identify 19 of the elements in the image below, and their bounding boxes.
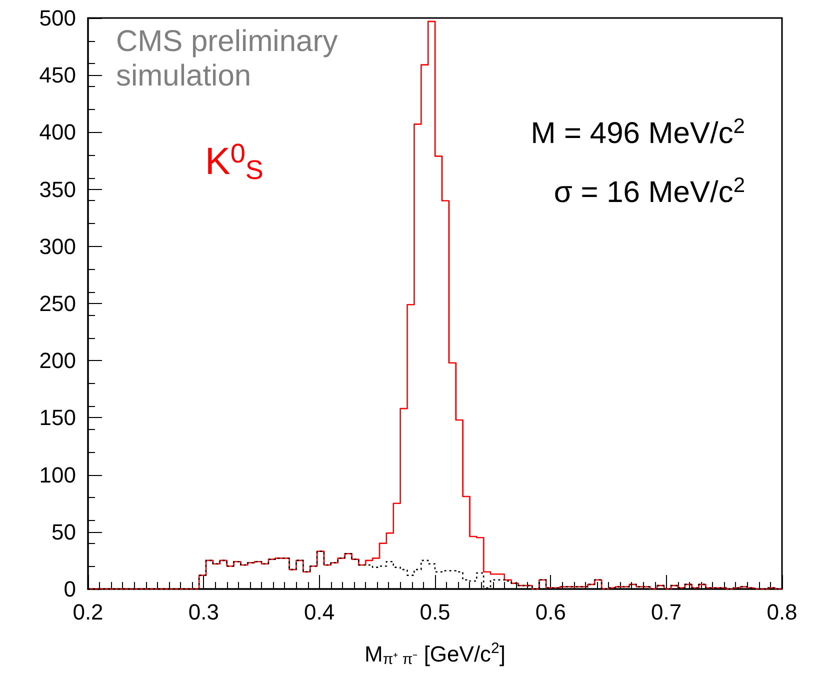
y-tick-label: 350 <box>39 176 76 202</box>
y-tick-label: 50 <box>52 519 76 544</box>
x-tick-label: 0.6 <box>535 600 566 624</box>
x-tick-label: 0.7 <box>651 600 682 624</box>
y-tick-label: 500 <box>39 6 76 30</box>
y-tick-label: 0 <box>64 576 76 602</box>
y-tick-label: 200 <box>39 348 76 374</box>
y-tick-label: 250 <box>39 291 76 316</box>
y-tick-label: 400 <box>39 120 76 145</box>
x-tick-label: 0.5 <box>420 600 450 624</box>
x-tick-label: 0.4 <box>304 600 335 624</box>
x-tick-label: 0.2 <box>72 600 104 624</box>
y-tick-label: 450 <box>39 62 76 88</box>
x-tick-label: 0.3 <box>188 600 219 624</box>
y-tick-label: 300 <box>39 234 76 259</box>
annotation: CMS preliminary simulation <box>116 24 346 92</box>
y-tick-label: 150 <box>39 405 76 430</box>
x-tick-label: 0.8 <box>766 600 798 624</box>
y-tick-label: 100 <box>39 462 76 488</box>
